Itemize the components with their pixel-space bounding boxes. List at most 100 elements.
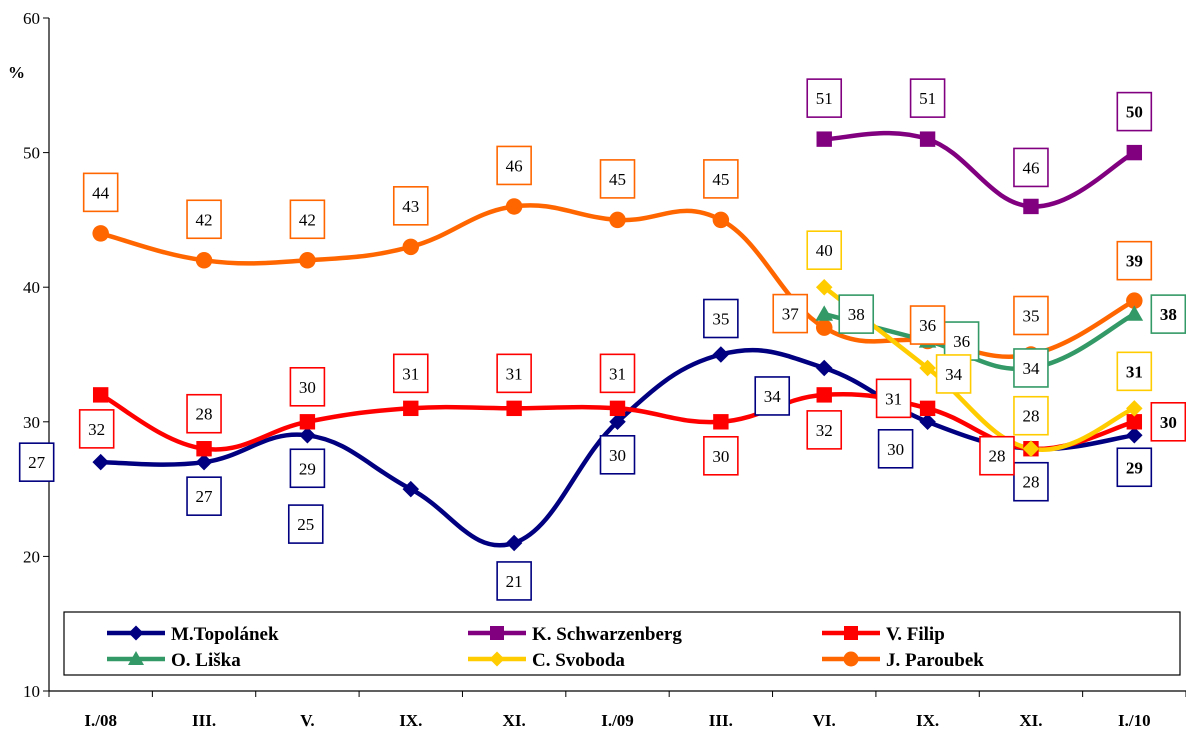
data-label-text: 30 <box>712 447 729 466</box>
legend-swatch-marker <box>843 651 859 667</box>
data-label-m-topolanek: 29 <box>289 448 326 489</box>
data-point-j-paroubek <box>299 252 316 269</box>
data-label-text: 29 <box>1126 458 1143 477</box>
data-label-text: 31 <box>609 364 626 383</box>
data-point-v-filip <box>919 400 936 417</box>
data-label-v-filip: 31 <box>875 378 912 419</box>
data-label-m-topolanek: 27 <box>18 442 55 482</box>
legend-swatch-marker <box>128 651 144 665</box>
data-label-text: 36 <box>953 332 970 351</box>
series-line-k-schwarzenberg <box>821 130 1137 209</box>
data-label-m-topolanek: 25 <box>287 504 324 544</box>
data-label-box <box>703 298 739 339</box>
data-label-c-svoboda: 34 <box>935 354 972 394</box>
data-label-text: 28 <box>988 447 1005 466</box>
data-label-box <box>1150 401 1186 442</box>
data-point-j-paroubek <box>195 252 213 269</box>
y-tick-label: 60 <box>23 9 40 28</box>
data-label-text: 30 <box>1160 413 1177 432</box>
data-label-box <box>392 353 429 394</box>
legend-swatch-marker <box>128 625 144 641</box>
data-label-text: 30 <box>887 440 904 459</box>
legend-label: V. Filip <box>886 624 945 645</box>
data-label-text: 38 <box>1160 305 1177 324</box>
data-label-k-schwarzenberg: 51 <box>806 78 843 118</box>
data-label-box <box>289 366 326 407</box>
x-tick-label: IX. <box>399 711 422 730</box>
data-label-box <box>1150 294 1186 334</box>
data-label-text: 21 <box>506 572 523 591</box>
x-tick-label: XI. <box>503 711 526 730</box>
legend-label: O. Liška <box>171 650 241 671</box>
data-label-box <box>1116 240 1153 281</box>
data-point-j-paroubek <box>92 225 109 242</box>
data-label-text: 37 <box>782 305 800 324</box>
data-label-box <box>772 293 809 334</box>
legend-item-k-schwarzenberg: K. Schwarzenberg <box>468 624 682 645</box>
data-point-j-paroubek <box>712 211 730 229</box>
data-label-box <box>754 376 791 416</box>
data-label-text: 28 <box>196 405 213 424</box>
series-markers <box>92 131 1144 552</box>
legend-item-j-paroubek: J. Paroubek <box>822 650 984 671</box>
data-label-v-filip: 28 <box>186 393 222 434</box>
data-label-box <box>806 78 843 118</box>
legend-swatch-marker <box>490 626 504 640</box>
data-label-box <box>78 409 115 449</box>
legend-box <box>63 611 1181 676</box>
data-label-text: 45 <box>712 170 729 189</box>
data-label-text: 42 <box>299 210 316 229</box>
data-label-box <box>186 476 222 516</box>
data-label-box <box>877 428 914 469</box>
data-label-text: 51 <box>919 89 936 108</box>
data-point-m-topolanek <box>815 359 833 377</box>
data-label-box <box>289 199 326 240</box>
data-label-j-paroubek: 39 <box>1116 240 1153 281</box>
data-label-box <box>703 159 739 199</box>
data-label-box <box>287 504 324 544</box>
x-tick-label: I./10 <box>1118 711 1151 730</box>
data-label-box <box>703 435 739 476</box>
data-label-o-liska: 36 <box>943 321 980 361</box>
data-label-box <box>838 294 875 334</box>
data-label-j-paroubek: 35 <box>1013 295 1049 336</box>
data-label-text: 31 <box>1126 362 1143 381</box>
data-label-box <box>875 378 912 419</box>
data-label-m-topolanek: 29 <box>1116 447 1153 488</box>
data-point-o-liska <box>815 305 834 321</box>
data-label-text: 28 <box>1022 407 1039 426</box>
data-label-v-filip: 30 <box>1150 401 1186 442</box>
data-label-j-paroubek: 42 <box>289 199 326 240</box>
data-label-text: 50 <box>1126 103 1143 122</box>
data-label-text: 27 <box>28 453 46 472</box>
data-label-box <box>496 353 532 394</box>
x-tick-label: IX. <box>916 711 939 730</box>
data-label-j-paroubek: 46 <box>496 145 532 186</box>
x-tick-label: I./09 <box>601 711 634 730</box>
legend-label: M.Topolánek <box>171 624 279 645</box>
y-axis-unit-label: % <box>8 63 25 82</box>
data-point-k-schwarzenberg <box>919 131 936 147</box>
data-point-j-paroubek <box>815 319 833 336</box>
data-label-text: 45 <box>609 170 626 189</box>
data-label-c-svoboda: 31 <box>1116 351 1153 392</box>
x-tick-label: XI. <box>1019 711 1042 730</box>
legend-item-m-topolanek: M.Topolánek <box>107 624 279 645</box>
data-point-m-topolanek <box>1126 427 1143 444</box>
data-point-j-paroubek <box>402 238 420 256</box>
data-label-text: 43 <box>402 197 419 216</box>
legend-swatch-marker <box>489 651 505 667</box>
data-point-m-topolanek <box>299 427 316 444</box>
data-label-text: 44 <box>92 183 110 202</box>
data-label-k-schwarzenberg: 46 <box>1013 147 1049 188</box>
data-point-c-svoboda <box>1022 440 1040 457</box>
data-label-box <box>1013 461 1049 502</box>
data-point-m-topolanek <box>919 413 936 431</box>
data-label-c-svoboda: 40 <box>806 230 843 270</box>
data-label-m-topolanek: 30 <box>599 434 636 475</box>
data-label-box <box>1013 147 1049 188</box>
data-label-box <box>18 442 55 482</box>
data-label-m-topolanek: 27 <box>186 476 222 516</box>
data-point-j-paroubek <box>1126 292 1143 309</box>
